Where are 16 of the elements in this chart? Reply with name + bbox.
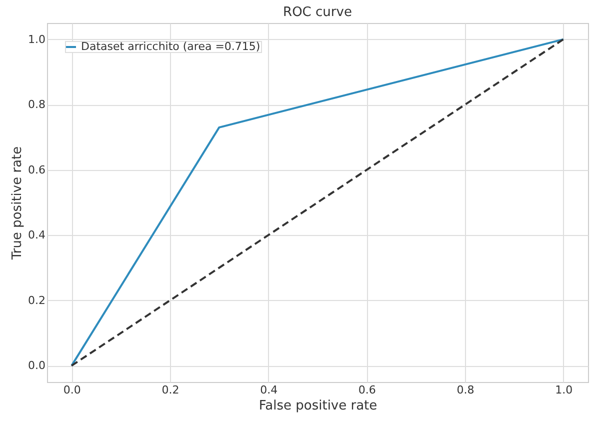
x-tick-label: 0.6 (358, 384, 376, 396)
legend-label: Dataset arricchito (area =0.715) (81, 40, 260, 53)
y-tick-label: 0.6 (28, 163, 46, 176)
y-tick-label: 0.8 (28, 98, 46, 112)
x-tick-label: 0.8 (456, 384, 474, 396)
x-tick-label: 0.2 (162, 384, 180, 396)
x-tick-label: 0.4 (260, 384, 278, 396)
x-tick-label: 1.0 (555, 384, 573, 396)
y-tick-label: 0.4 (28, 228, 46, 242)
x-tick-label: 0.0 (63, 384, 81, 396)
x-axis-title: False positive rate (258, 398, 378, 414)
y-tick-label: 0.2 (28, 294, 46, 307)
chart-title: ROC curve (283, 5, 352, 20)
y-axis-title: True positive rate (10, 146, 26, 261)
y-tick-label: 1.0 (28, 32, 46, 46)
y-tick-label: 0.0 (28, 359, 46, 372)
